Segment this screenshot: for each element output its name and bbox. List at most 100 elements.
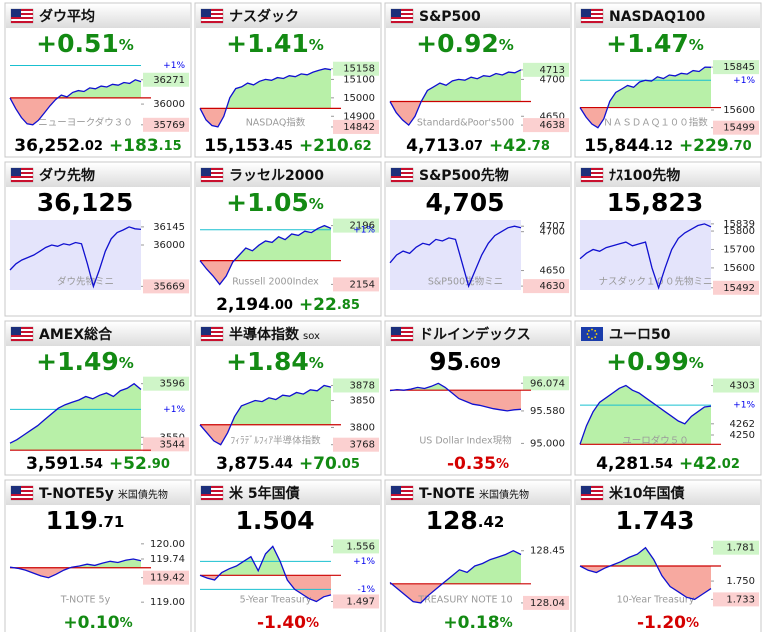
footer-part: +42 (489, 136, 527, 156)
tick-label-box (523, 279, 569, 294)
panel: ダウ先物 36,125 36145 36000 35669 ダウ先物ミニ (4, 161, 192, 317)
headline: +0.99% (606, 347, 704, 376)
y-tick-label: +1% (353, 557, 375, 567)
footer-part: .54 (650, 457, 673, 472)
footer-part: +210 (299, 136, 349, 156)
footer: -1.20% (637, 613, 699, 632)
footer-part: +22 (299, 295, 337, 315)
panel: 米 5年国債 1.504 -1.40% 1.556 +1% -1%1.497 5-Year … (194, 479, 382, 632)
panel-header (6, 322, 190, 346)
watermark: 10-Year Treasury (617, 595, 695, 606)
y-tick-label: 95.580 (530, 406, 565, 417)
y-tick-label: 4700 (540, 227, 565, 238)
price-line (199, 545, 332, 603)
price-line (579, 223, 712, 290)
y-tick-label: 4303 (730, 381, 755, 392)
footer-part: .85 (337, 298, 360, 313)
panel-name: 米10年国債 (609, 485, 684, 502)
area-fill (390, 69, 521, 102)
tick-label-box (713, 378, 759, 393)
panel-frame (574, 479, 762, 632)
headline: 15,823 (607, 188, 703, 217)
tick-label-box (713, 592, 759, 607)
panel: AMEX総合+1.49%3,591.54+52.903596+1%3550354… (4, 320, 192, 476)
tick-label-box (523, 595, 569, 610)
headline-part: 15,823 (607, 188, 703, 217)
tick-label-box (143, 72, 189, 87)
panel-header (576, 163, 760, 187)
y-tick-label: 1.733 (726, 594, 755, 605)
headline-part: 4,705 (425, 188, 504, 217)
area-fill (200, 260, 331, 285)
headline-part: +0.92 (416, 29, 499, 58)
watermark: TREASURY NOTE 10 (417, 595, 512, 606)
panel-header (6, 4, 190, 28)
area-fill (200, 108, 331, 127)
panel-header (576, 481, 760, 505)
footer-part: .15 (159, 139, 182, 154)
panel-name: ユーロ50 (609, 327, 671, 343)
y-tick-label: 15700 (723, 244, 755, 255)
headline-part: % (309, 354, 324, 372)
y-tick-label: 36271 (153, 75, 185, 86)
footer-part: +183 (109, 136, 159, 156)
y-tick-label: 3850 (350, 396, 375, 407)
footer-part: +70 (299, 454, 337, 474)
price-line (199, 224, 332, 286)
y-tick-label: 4650 (540, 266, 565, 277)
headline-part: % (689, 354, 704, 372)
area-fill (10, 79, 141, 98)
panel-name: ラッセル2000 (229, 168, 324, 184)
watermark: 5-Year Treasury (240, 595, 312, 606)
tick-label-box (143, 279, 189, 294)
plot-background (390, 220, 521, 290)
y-tick-label: 14900 (343, 111, 375, 122)
area-fill (10, 559, 141, 568)
y-tick-label: 15800 (723, 226, 755, 237)
footer-part: +0.10 (63, 613, 119, 632)
headline-part: +1.49 (36, 347, 119, 376)
footer-part: 4,281 (596, 454, 650, 474)
area-fill (200, 68, 331, 109)
headline-part: % (689, 36, 704, 54)
y-tick-label: 4638 (540, 120, 565, 131)
price-line (579, 384, 712, 445)
headline-part: +0.99 (606, 347, 689, 376)
headline: 128.42 (426, 506, 505, 535)
tick-label-box (713, 280, 759, 295)
footer-part: % (496, 457, 509, 472)
area-fill (10, 383, 141, 451)
watermark: S&P500先物ミニ (428, 276, 503, 288)
panel-name: ドルインデックス (419, 326, 531, 343)
footer: -0.35% (447, 454, 509, 474)
y-tick-label: 35769 (153, 120, 185, 131)
panel-header (196, 163, 380, 187)
footer-part: .02 (80, 139, 103, 154)
y-tick-label: -1% (357, 585, 375, 595)
y-tick-label: 3800 (350, 422, 375, 433)
headline: +1.05% (226, 188, 324, 217)
tick-label-box (523, 118, 569, 133)
price-line (389, 549, 522, 604)
y-tick-label: 2196 (350, 221, 375, 232)
footer-part: % (306, 616, 319, 631)
area-fill (390, 390, 521, 411)
panel: ラッセル2000 +1.05% 2,194.00 +22.85 2196+1% 2154 R… (194, 161, 382, 317)
panel-header (576, 322, 760, 346)
tick-label-box (333, 218, 379, 233)
price-line (389, 382, 522, 412)
headline-part: .71 (98, 513, 125, 531)
footer: 3,875.44 +70.05 (216, 454, 360, 474)
panel: ユーロ50 +0.99% 4,281.54 +42.02 4303 +1% 42624250… (574, 320, 762, 476)
panel-header (386, 4, 570, 28)
price-line (9, 558, 142, 579)
panel-name: S&P500先物 (419, 167, 509, 184)
y-tick-label: 3596 (160, 379, 185, 390)
footer: 15,153.45 +210.62 (204, 136, 371, 156)
panel-name: NASDAQ100 (609, 9, 705, 25)
y-tick-label: 15839 (723, 219, 755, 230)
y-tick-label: 35669 (153, 281, 185, 292)
headline-part: % (309, 195, 324, 213)
